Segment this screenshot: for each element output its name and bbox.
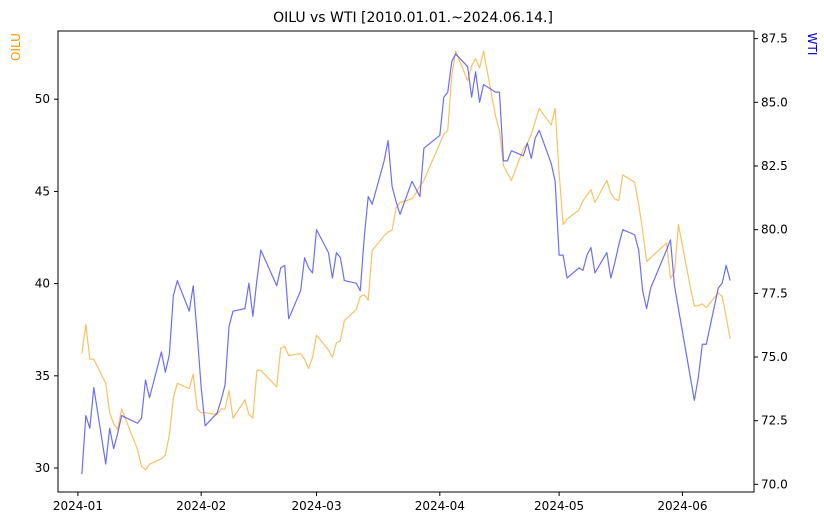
x-tick-label: 2024-02 <box>176 499 226 513</box>
right-tick-label: 70.0 <box>761 477 788 491</box>
left-tick-label: 45 <box>35 184 50 198</box>
left-axis-label: OILU <box>9 33 23 61</box>
right-tick-label: 87.5 <box>761 32 788 46</box>
series-line-oilu <box>81 50 731 471</box>
plot-frame <box>57 30 755 493</box>
left-tick-label: 40 <box>35 277 50 291</box>
x-tick-label: 2024-05 <box>534 499 584 513</box>
right-tick-label: 75.0 <box>761 350 788 364</box>
right-axis-label: WTI <box>805 33 819 56</box>
right-tick-label: 80.0 <box>761 223 788 237</box>
x-tick-label: 2024-04 <box>415 499 465 513</box>
series-line-wti <box>81 53 731 475</box>
series-layer <box>81 50 731 475</box>
right-tick-label: 72.5 <box>761 414 788 428</box>
ticks-layer: 2024-01 2024-02 2024-03 2024-04 2024-05 2024-… <box>35 32 788 513</box>
x-tick-label: 2024-06 <box>657 499 707 513</box>
x-tick-label: 2024-01 <box>53 499 103 513</box>
left-tick-label: 35 <box>35 369 50 383</box>
left-tick-label: 50 <box>35 92 50 106</box>
left-tick-label: 30 <box>35 461 50 475</box>
chart-title: OILU vs WTI [2010.01.01.~2024.06.14.] <box>273 10 553 26</box>
right-tick-label: 85.0 <box>761 95 788 109</box>
right-tick-label: 77.5 <box>761 286 788 300</box>
x-tick-label: 2024-03 <box>291 499 341 513</box>
right-tick-label: 82.5 <box>761 159 788 173</box>
